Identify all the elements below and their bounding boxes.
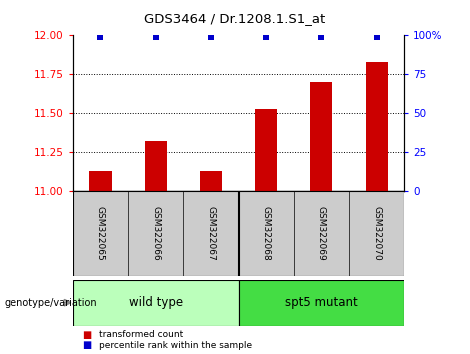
- Bar: [73, 280, 239, 326]
- Text: GSM322067: GSM322067: [206, 206, 215, 261]
- Point: [207, 34, 215, 40]
- Bar: [89, 171, 111, 191]
- Text: percentile rank within the sample: percentile rank within the sample: [99, 341, 252, 350]
- Point: [152, 34, 159, 40]
- Text: GDS3464 / Dr.1208.1.S1_at: GDS3464 / Dr.1208.1.S1_at: [144, 12, 326, 25]
- Text: GSM322066: GSM322066: [151, 206, 160, 261]
- Text: wild type: wild type: [129, 296, 183, 309]
- Text: ■: ■: [82, 330, 92, 339]
- Bar: [200, 171, 222, 191]
- Text: transformed count: transformed count: [99, 330, 183, 339]
- Text: GSM322068: GSM322068: [262, 206, 271, 261]
- Bar: [310, 82, 332, 191]
- Text: GSM322070: GSM322070: [372, 206, 381, 261]
- Point: [262, 34, 270, 40]
- Point: [373, 34, 380, 40]
- Text: ■: ■: [82, 340, 92, 350]
- Text: genotype/variation: genotype/variation: [5, 298, 97, 308]
- Point: [318, 34, 325, 40]
- Bar: [238, 280, 404, 326]
- Point: [97, 34, 104, 40]
- Bar: [255, 109, 277, 191]
- Text: GSM322069: GSM322069: [317, 206, 326, 261]
- Text: GSM322065: GSM322065: [96, 206, 105, 261]
- Text: spt5 mutant: spt5 mutant: [285, 296, 358, 309]
- Bar: [366, 62, 388, 191]
- Bar: [145, 141, 167, 191]
